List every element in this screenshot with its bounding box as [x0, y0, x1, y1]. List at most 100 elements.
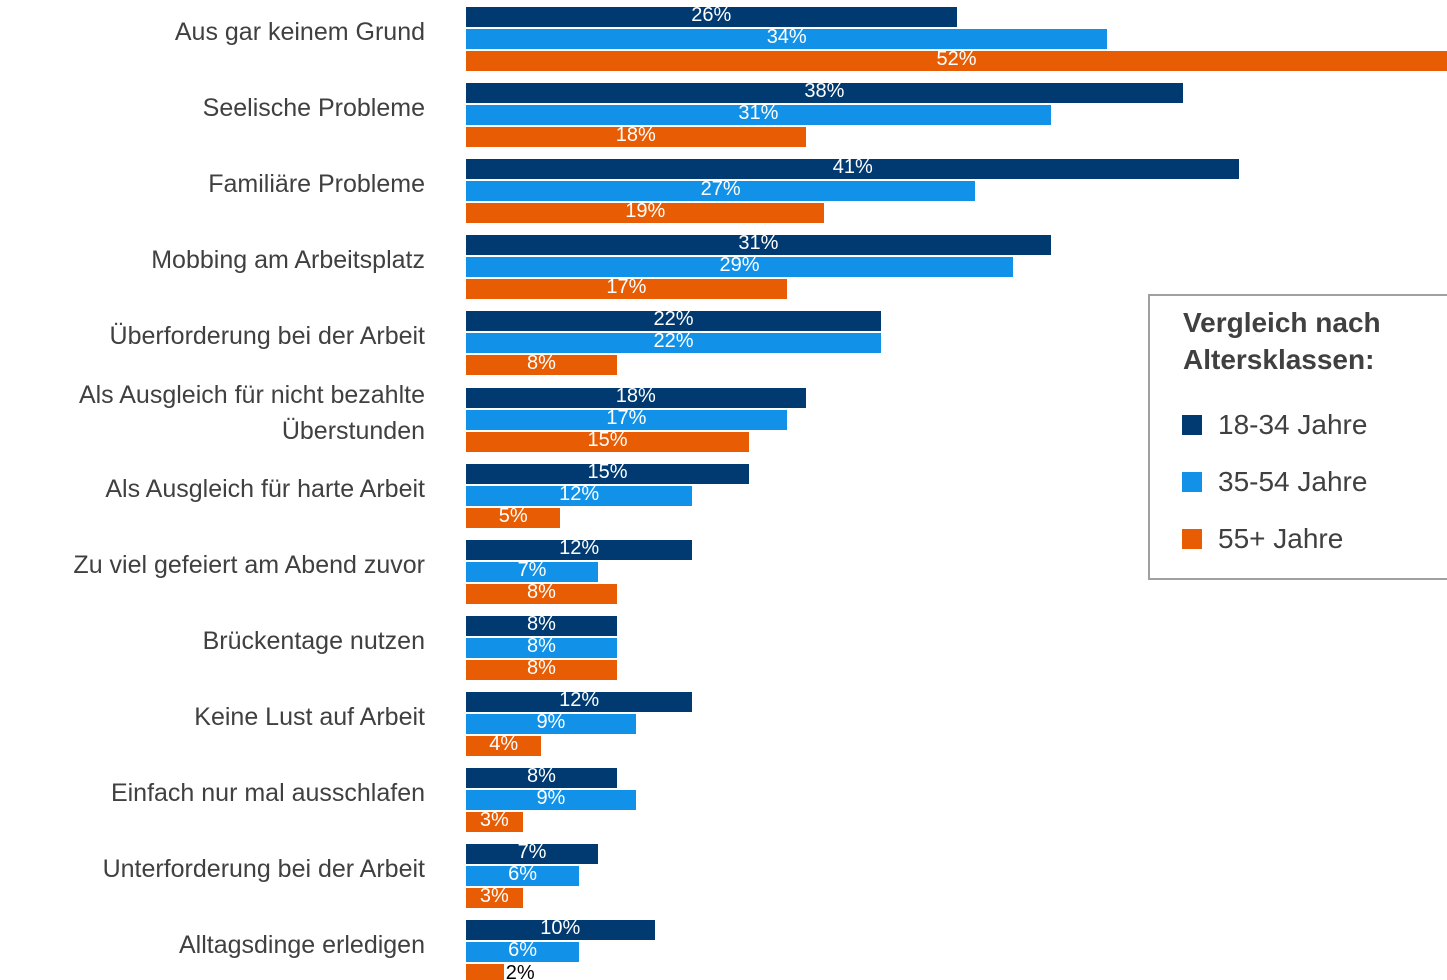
bar: [466, 83, 1183, 104]
bar: [466, 866, 580, 887]
bar: [466, 431, 749, 452]
bar: [466, 583, 617, 604]
value-label: 15%: [587, 428, 628, 451]
category-label: Einfach nur mal ausschlafen: [110, 779, 425, 807]
bar: [466, 964, 504, 980]
bar: [466, 51, 1447, 71]
value-label: 8%: [527, 765, 556, 787]
bar: [466, 7, 957, 27]
bar: [466, 311, 882, 332]
value-label: 9%: [536, 787, 566, 809]
bar: [466, 127, 806, 148]
value-label: 34%: [766, 26, 807, 48]
legend-label: 35-54 Jahre: [1218, 466, 1368, 497]
value-label: 8%: [527, 634, 556, 657]
value-label: 7%: [517, 841, 547, 864]
bar: [466, 561, 599, 582]
bar: [466, 279, 787, 300]
bar: [466, 713, 636, 734]
value-label: 3%: [479, 885, 509, 908]
bar: [466, 637, 617, 658]
bar: [466, 409, 787, 430]
category-label: Als Ausgleich für nicht bezahlte Überstu…: [78, 380, 425, 445]
bar: [466, 691, 693, 712]
value-label: 31%: [738, 232, 779, 255]
value-label: 8%: [527, 580, 556, 603]
bar: [466, 888, 523, 909]
bar: [466, 768, 617, 788]
bar: [466, 790, 636, 810]
bar: [466, 181, 976, 202]
category-label: Mobbing am Arbeitsplatz: [151, 246, 425, 275]
value-label: 15%: [587, 460, 628, 483]
value-label: 22%: [653, 330, 694, 353]
bar: [466, 355, 617, 376]
value-label: 27%: [700, 178, 741, 201]
bar: [466, 159, 1240, 180]
value-label: 12%: [559, 482, 600, 505]
bar: [466, 105, 1051, 126]
bar: [466, 463, 749, 484]
value-label: 9%: [536, 710, 566, 733]
bar: [466, 235, 1051, 256]
category-label: Aus gar keinem Grund: [174, 18, 425, 46]
value-label: 4%: [489, 732, 519, 755]
category-label: Alltagsdinge erledigen: [178, 931, 425, 960]
bar: [466, 507, 561, 528]
value-label: 5%: [498, 504, 528, 527]
category-label: Familiäre Probleme: [208, 170, 425, 199]
value-label: 3%: [479, 809, 509, 831]
value-label: 29%: [719, 254, 760, 277]
value-label: 8%: [527, 612, 556, 635]
value-label: 52%: [936, 48, 977, 70]
value-label: 8%: [527, 656, 556, 679]
bar: [466, 387, 806, 408]
value-label: 8%: [527, 352, 556, 375]
value-label: 7%: [517, 558, 547, 581]
value-label: 6%: [508, 863, 538, 886]
value-label: 17%: [606, 406, 647, 429]
value-label: 18%: [615, 384, 656, 407]
bar: [466, 920, 655, 941]
bar: [466, 485, 693, 506]
category-label: Überforderung bei der Arbeit: [109, 322, 425, 351]
bar: [466, 615, 617, 636]
value-label: 26%: [691, 4, 732, 26]
legend-swatch: [1182, 529, 1202, 549]
legend-title: Vergleich nach Altersklassen:: [1183, 307, 1381, 375]
bar: [466, 203, 825, 224]
value-label: 6%: [508, 939, 538, 962]
category-label: Unterforderung bei der Arbeit: [102, 855, 425, 884]
value-label: 19%: [625, 200, 666, 223]
value-label: 38%: [804, 80, 845, 103]
bar: [466, 333, 882, 354]
value-label: 22%: [653, 308, 694, 331]
bar: [466, 29, 1108, 49]
bar: [466, 257, 1014, 278]
legend-label: 18-34 Jahre: [1218, 409, 1368, 440]
category-label: Zu viel gefeiert am Abend zuvor: [73, 550, 425, 579]
category-label: Keine Lust auf Arbeit: [194, 702, 425, 731]
bar: [466, 942, 580, 963]
bar: [466, 539, 693, 560]
bar: [466, 844, 599, 865]
legend-label: 55+ Jahre: [1218, 523, 1344, 554]
category-label: Seelische Probleme: [202, 94, 425, 123]
value-label: 41%: [832, 156, 873, 179]
value-label: 17%: [606, 276, 647, 299]
bar: [466, 659, 617, 680]
value-label: 12%: [559, 536, 600, 559]
bar: [466, 735, 542, 756]
value-label: 2%: [505, 962, 535, 980]
legend-swatch: [1182, 415, 1202, 435]
legend: Vergleich nach Altersklassen: 18-34 Jahr…: [1148, 294, 1447, 580]
category-label: Brückentage nutzen: [202, 626, 425, 655]
value-label: 18%: [615, 124, 656, 147]
category-label: Als Ausgleich für harte Arbeit: [105, 474, 425, 503]
value-label: 10%: [540, 917, 581, 940]
legend-swatch: [1182, 472, 1202, 492]
value-label: 31%: [738, 102, 779, 125]
bar: [466, 812, 523, 832]
value-label: 12%: [559, 688, 600, 711]
